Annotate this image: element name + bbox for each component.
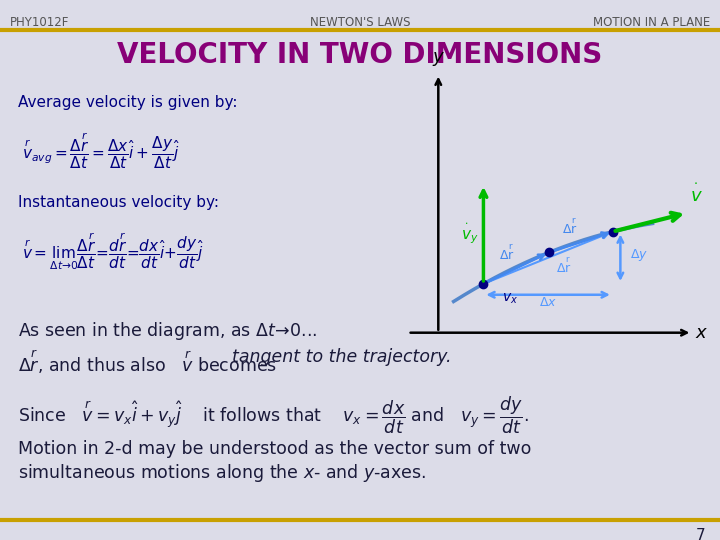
Text: Average velocity is given by:: Average velocity is given by: — [18, 95, 238, 110]
Text: As seen in the diagram, as $\Delta t\!\rightarrow\!0$...: As seen in the diagram, as $\Delta t\!\r… — [18, 320, 318, 342]
Text: $\Delta\overset{\rm r}{r}$: $\Delta\overset{\rm r}{r}$ — [556, 256, 571, 276]
Text: $y$: $y$ — [432, 50, 445, 68]
Text: $x$: $x$ — [696, 323, 708, 342]
Text: tangent to the trajectory.: tangent to the trajectory. — [232, 348, 451, 366]
Text: $\Delta\overset{\rm r}{r}$: $\Delta\overset{\rm r}{r}$ — [499, 244, 515, 264]
Text: $\Delta x$: $\Delta x$ — [539, 296, 557, 309]
Text: NEWTON'S LAWS: NEWTON'S LAWS — [310, 16, 410, 29]
Text: $\overset{r}{v}_{avg}=\dfrac{\Delta\overset{r}{r}}{\Delta t}=\dfrac{\Delta x}{\D: $\overset{r}{v}_{avg}=\dfrac{\Delta\over… — [22, 130, 180, 171]
Text: Motion in 2-d may be understood as the vector sum of two: Motion in 2-d may be understood as the v… — [18, 440, 531, 458]
Text: $\Delta\overset{r}{r}$, and thus also   $\overset{r}{v}$ becomes: $\Delta\overset{r}{r}$, and thus also $\… — [18, 348, 277, 376]
Text: $\overset{\cdot}{v}$: $\overset{\cdot}{v}$ — [690, 184, 703, 207]
Text: $\Delta y$: $\Delta y$ — [629, 247, 647, 263]
Text: Since   $\overset{r}{v}=v_x\hat{i}+v_y\hat{j}$    it follows that    $v_x=\dfrac: Since $\overset{r}{v}=v_x\hat{i}+v_y\hat… — [18, 395, 528, 436]
Text: $\overset{r}{v}=\lim_{\Delta t\to 0}\dfrac{\Delta\overset{r}{r}}{\Delta t}=\dfra: $\overset{r}{v}=\lim_{\Delta t\to 0}\dfr… — [22, 230, 204, 272]
Text: $\Delta\overset{\rm r}{r}$: $\Delta\overset{\rm r}{r}$ — [562, 217, 578, 237]
Text: simultaneous motions along the $x$- and $y$-axes.: simultaneous motions along the $x$- and … — [18, 462, 426, 484]
Text: MOTION IN A PLANE: MOTION IN A PLANE — [593, 16, 710, 29]
Text: 7: 7 — [696, 528, 705, 540]
Text: Instantaneous velocity by:: Instantaneous velocity by: — [18, 195, 219, 210]
Text: PHY1012F: PHY1012F — [10, 16, 69, 29]
Text: VELOCITY IN TWO DIMENSIONS: VELOCITY IN TWO DIMENSIONS — [117, 41, 603, 69]
Text: $v_x$: $v_x$ — [502, 292, 518, 306]
Text: $\overset{\cdot}{v}_y$: $\overset{\cdot}{v}_y$ — [461, 221, 479, 246]
